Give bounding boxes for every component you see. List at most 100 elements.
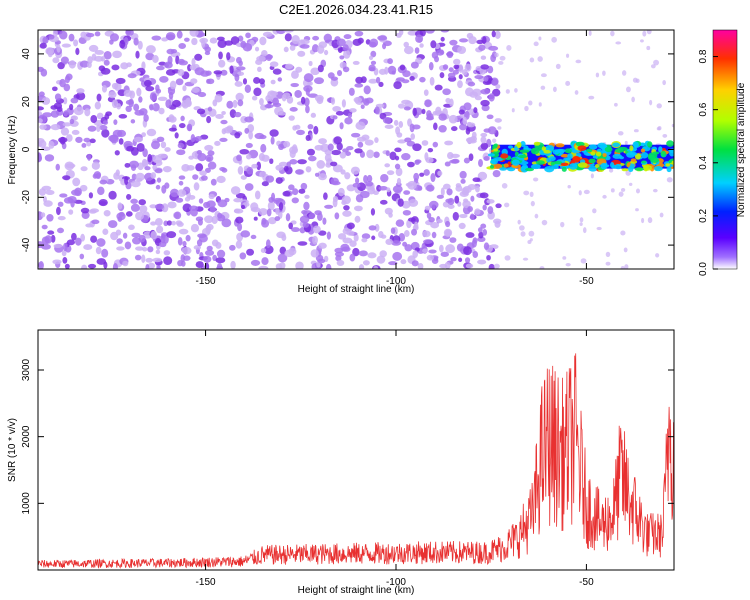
- noise-dot: [162, 165, 172, 173]
- noise-dot: [95, 246, 102, 255]
- noise-dot: [272, 68, 282, 75]
- signal-band-blob: [640, 148, 646, 153]
- noise-dot: [471, 131, 477, 139]
- y-tick-label: 40: [21, 48, 32, 60]
- noise-dot: [259, 98, 264, 106]
- noise-dot: [445, 220, 451, 228]
- noise-dot: [101, 129, 110, 138]
- noise-dot: [659, 212, 664, 218]
- noise-dot: [332, 198, 338, 208]
- noise-dot: [499, 55, 506, 61]
- noise-dot: [239, 148, 250, 155]
- noise-dot: [85, 32, 95, 38]
- noise-dot: [217, 39, 227, 49]
- noise-dot: [251, 95, 258, 101]
- x-tick-label: -100: [386, 276, 406, 287]
- noise-dot: [419, 76, 426, 83]
- noise-dot: [176, 149, 186, 156]
- noise-dot: [342, 66, 350, 73]
- noise-dot: [657, 125, 662, 131]
- noise-dot: [310, 112, 317, 118]
- noise-dot: [206, 78, 211, 84]
- noise-dot: [268, 217, 277, 225]
- noise-dot: [476, 39, 484, 45]
- noise-dot: [144, 166, 151, 171]
- noise-dot: [116, 238, 123, 244]
- noise-dot: [262, 31, 273, 37]
- noise-dot: [254, 46, 260, 52]
- noise-dot: [655, 253, 660, 258]
- signal-band-blob: [628, 165, 634, 173]
- noise-dot: [237, 166, 244, 175]
- noise-dot: [119, 40, 126, 49]
- noise-dot: [73, 106, 84, 116]
- noise-dot: [188, 155, 195, 160]
- signal-band-blob: [669, 149, 674, 157]
- noise-dot: [528, 230, 535, 237]
- noise-dot: [57, 227, 64, 234]
- noise-dot: [220, 69, 228, 76]
- noise-dot: [141, 158, 148, 167]
- noise-dot: [450, 257, 457, 262]
- noise-dot: [342, 44, 349, 52]
- noise-dot: [331, 180, 341, 186]
- noise-dot: [91, 161, 100, 170]
- noise-dot: [522, 257, 529, 261]
- signal-band-blob: [552, 149, 560, 155]
- noise-dot: [539, 266, 545, 269]
- noise-dot: [207, 161, 217, 170]
- x-tick-label: -150: [196, 577, 216, 588]
- signal-band-blob: [588, 144, 598, 150]
- signal-band-blob: [654, 166, 663, 172]
- noise-dot: [191, 37, 198, 46]
- noise-dot: [185, 97, 192, 106]
- noise-dot: [433, 256, 439, 262]
- noise-dot: [193, 245, 202, 250]
- noise-dot: [275, 263, 283, 269]
- noise-dot: [137, 40, 143, 50]
- noise-dot: [152, 155, 163, 164]
- noise-dot: [285, 63, 294, 69]
- noise-dot: [248, 130, 253, 140]
- noise-dot: [299, 215, 310, 224]
- noise-dot: [583, 189, 590, 195]
- noise-dot: [462, 200, 471, 209]
- noise-dot: [120, 62, 129, 70]
- noise-dot: [240, 230, 251, 238]
- noise-dot: [425, 157, 434, 164]
- noise-dot: [360, 104, 365, 110]
- noise-dot: [323, 49, 329, 56]
- noise-dot: [313, 125, 319, 135]
- noise-dot: [289, 45, 296, 51]
- noise-dot: [258, 208, 268, 216]
- noise-dot: [38, 118, 43, 124]
- noise-dot: [164, 147, 171, 152]
- noise-dot: [414, 47, 420, 54]
- noise-dot: [337, 233, 347, 240]
- noise-dot: [378, 231, 384, 238]
- noise-dot: [145, 264, 150, 269]
- noise-dot: [562, 256, 567, 260]
- noise-dot: [156, 177, 162, 183]
- noise-dot: [588, 95, 595, 100]
- noise-dot: [172, 99, 181, 108]
- noise-dot: [236, 66, 246, 71]
- x-tick-label: -50: [579, 276, 594, 287]
- signal-band-blob: [503, 163, 509, 168]
- noise-dot: [289, 106, 298, 112]
- noise-dot: [212, 99, 218, 107]
- signal-band-blob: [561, 166, 567, 172]
- noise-dot: [281, 234, 287, 241]
- noise-dot: [79, 60, 90, 68]
- noise-dot: [308, 60, 313, 67]
- noise-dot: [163, 220, 169, 227]
- noise-dot: [96, 258, 107, 265]
- noise-dot: [80, 166, 88, 172]
- noise-dot: [135, 211, 145, 221]
- noise-dot: [458, 74, 463, 80]
- noise-dot: [190, 223, 200, 233]
- noise-dot: [111, 64, 120, 71]
- noise-dot: [540, 85, 546, 90]
- noise-dot: [272, 97, 280, 106]
- noise-dot: [217, 199, 228, 208]
